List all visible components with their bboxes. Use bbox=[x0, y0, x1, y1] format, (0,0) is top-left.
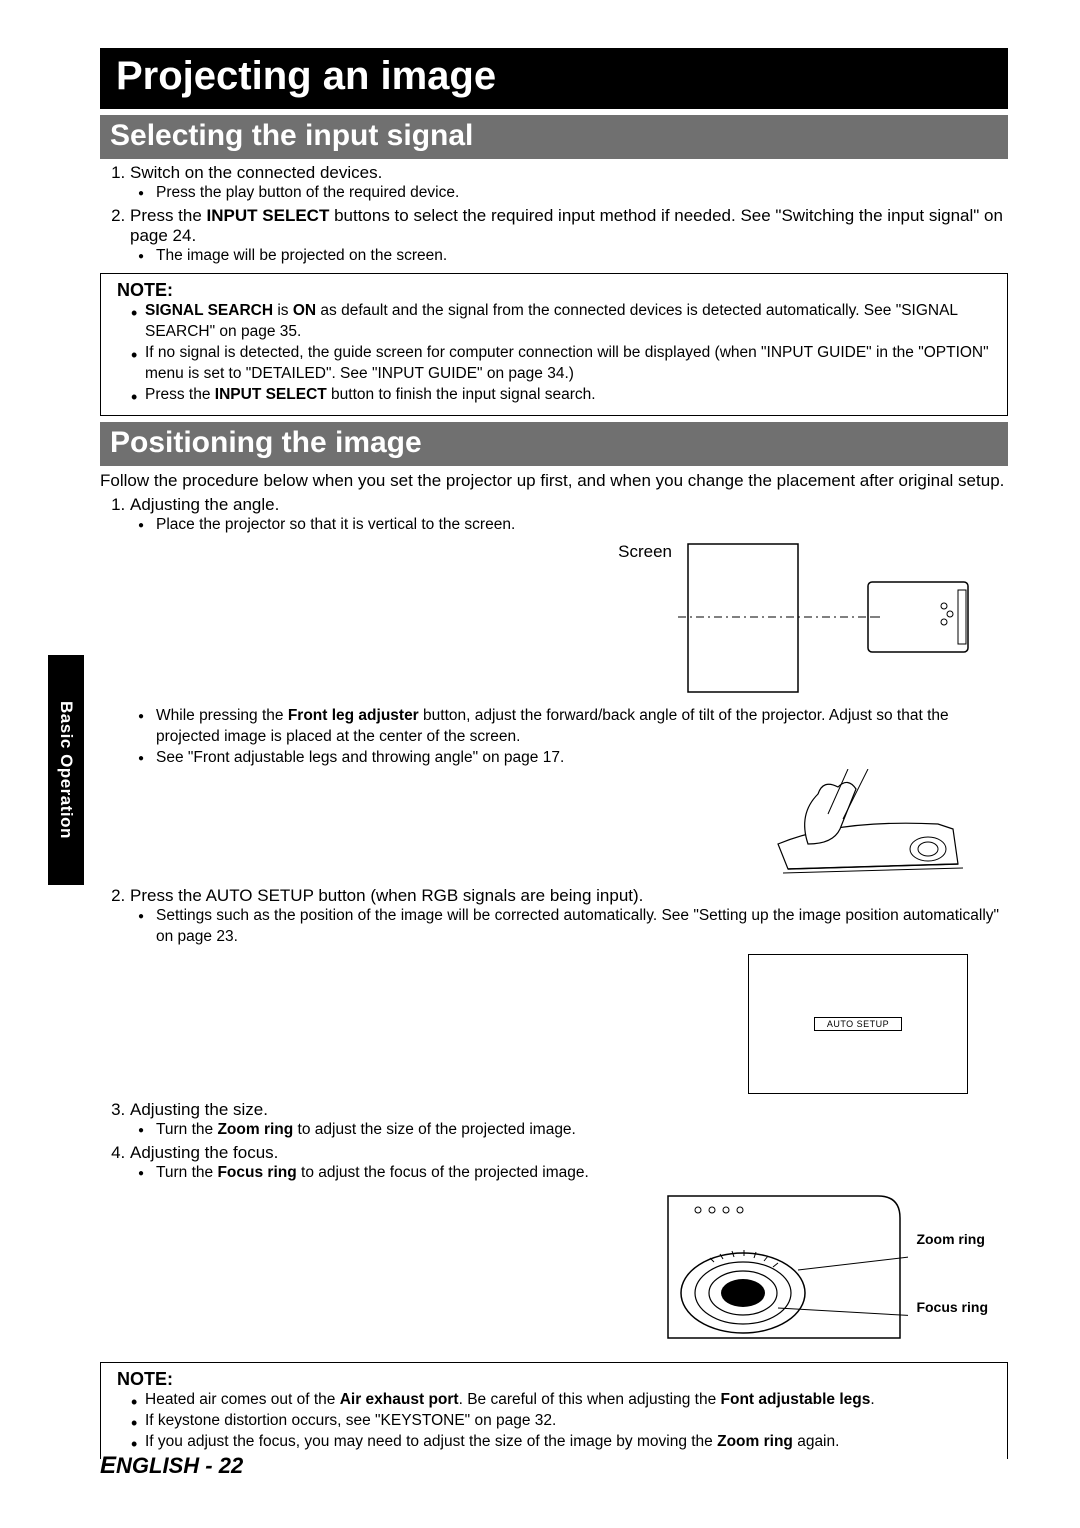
diagram-screen-topview: Screen bbox=[130, 542, 1008, 702]
s1-step1: Switch on the connected devices. Press t… bbox=[130, 163, 1008, 204]
focus-ring-label: Focus ring bbox=[916, 1299, 988, 1315]
s2-step1-sub2-1: See "Front adjustable legs and throwing … bbox=[156, 748, 1008, 769]
s1-step2: Press the INPUT SELECT buttons to select… bbox=[130, 206, 1008, 267]
s2-step1-sub2-0: While pressing the Front leg adjuster bu… bbox=[156, 706, 1008, 748]
s1-step1-text: Switch on the connected devices. bbox=[130, 163, 382, 182]
page-title-block: Projecting an image bbox=[100, 48, 1008, 109]
section2-steps: Adjusting the angle. Place the projector… bbox=[100, 495, 1008, 1183]
s2-step3-text: Adjusting the size. bbox=[130, 1100, 268, 1119]
section1-note: NOTE: SIGNAL SEARCH is ON as default and… bbox=[100, 273, 1008, 417]
s2-step1-text: Adjusting the angle. bbox=[130, 495, 279, 514]
diagram-lens-rings: Zoom ring Focus ring bbox=[100, 1188, 1008, 1348]
page-footer: ENGLISH - 22 bbox=[100, 1452, 243, 1480]
s2-step2-text: Press the AUTO SETUP button (when RGB si… bbox=[130, 886, 643, 905]
diagram-hand-projector bbox=[130, 769, 1008, 884]
screen-diagram-svg bbox=[678, 542, 978, 702]
autosetup-screen: AUTO SETUP bbox=[748, 954, 968, 1094]
s2-step3: Adjusting the size. Turn the Zoom ring t… bbox=[130, 1100, 1008, 1141]
page-title: Projecting an image bbox=[116, 54, 992, 99]
screen-label: Screen bbox=[618, 542, 672, 562]
s2-step1: Adjusting the angle. Place the projector… bbox=[130, 495, 1008, 884]
s2-step4-sub0: Turn the Focus ring to adjust the focus … bbox=[156, 1163, 1008, 1184]
section-bar-input-signal: Selecting the input signal bbox=[100, 115, 1008, 159]
s1-step2-sub0: The image will be projected on the scree… bbox=[156, 246, 1008, 267]
section1-steps: Switch on the connected devices. Press t… bbox=[100, 163, 1008, 267]
hand-projector-svg bbox=[748, 769, 978, 884]
s2-step4-text: Adjusting the focus. bbox=[130, 1143, 278, 1162]
section-heading-position: Positioning the image bbox=[110, 426, 998, 460]
diagram-autosetup: AUTO SETUP bbox=[130, 954, 1008, 1094]
footer-sep: - bbox=[205, 1453, 218, 1478]
s2-step3-sub0: Turn the Zoom ring to adjust the size of… bbox=[156, 1120, 1008, 1141]
s2-step2-sub0: Settings such as the position of the ima… bbox=[156, 906, 1008, 948]
s1-note-item0: SIGNAL SEARCH is ON as default and the s… bbox=[145, 301, 991, 343]
footer-page: 22 bbox=[219, 1453, 243, 1478]
s1-note-item2: Press the INPUT SELECT button to finish … bbox=[145, 385, 991, 406]
section2-note: NOTE: Heated air comes out of the Air ex… bbox=[100, 1362, 1008, 1459]
s1-step2-text: Press the INPUT SELECT buttons to select… bbox=[130, 206, 1003, 245]
section-bar-positioning: Positioning the image bbox=[100, 422, 1008, 466]
s1-step1-sub0: Press the play button of the required de… bbox=[156, 183, 1008, 204]
footer-lang: ENGLISH bbox=[100, 1453, 199, 1478]
s2-step1-sub0: Place the projector so that it is vertic… bbox=[156, 515, 1008, 536]
s1-note-title: NOTE: bbox=[117, 280, 991, 301]
page-content: Projecting an image Selecting the input … bbox=[0, 0, 1080, 1513]
section-heading-input: Selecting the input signal bbox=[110, 119, 998, 153]
s2-note-item2: If you adjust the focus, you may need to… bbox=[145, 1432, 991, 1453]
zoom-ring-label: Zoom ring bbox=[916, 1231, 988, 1247]
lens-rings-svg bbox=[658, 1188, 908, 1348]
s2-note-title: NOTE: bbox=[117, 1369, 991, 1390]
s2-note-item0: Heated air comes out of the Air exhaust … bbox=[145, 1390, 991, 1411]
s2-intro: Follow the procedure below when you set … bbox=[100, 470, 1008, 493]
s2-step2: Press the AUTO SETUP button (when RGB si… bbox=[130, 886, 1008, 1094]
s1-note-item1: If no signal is detected, the guide scre… bbox=[145, 343, 991, 385]
s2-note-item1: If keystone distortion occurs, see "KEYS… bbox=[145, 1411, 991, 1432]
autosetup-label: AUTO SETUP bbox=[814, 1017, 902, 1031]
s2-step4: Adjusting the focus. Turn the Focus ring… bbox=[130, 1143, 1008, 1184]
